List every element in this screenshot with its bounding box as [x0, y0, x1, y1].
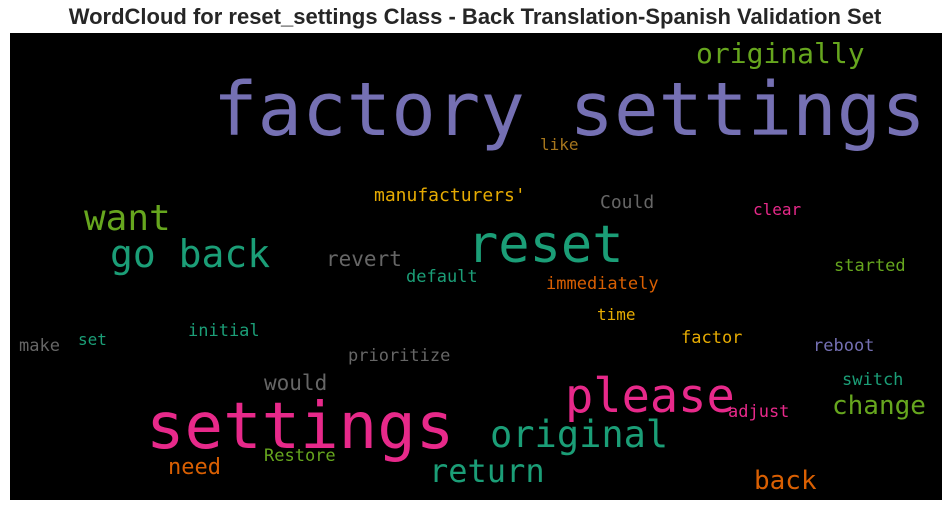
word-settings: settings	[146, 390, 455, 464]
word-factory-settings: factory settings	[213, 67, 926, 153]
word-manufacturers: manufacturers'	[374, 185, 526, 206]
word-set: set	[78, 330, 107, 349]
word-original: original	[490, 413, 669, 456]
word-make: make	[19, 336, 60, 356]
word-reboot: reboot	[813, 336, 875, 356]
word-please: please	[565, 369, 735, 424]
word-cloud: factory settings settings reset please go ba…	[10, 33, 942, 500]
word-change: change	[832, 391, 926, 421]
word-could: Could	[600, 192, 655, 213]
word-clear: clear	[753, 200, 802, 219]
word-need: need	[168, 455, 221, 480]
word-restore: Restore	[264, 446, 336, 466]
chart-title: WordCloud for reset_settings Class - Bac…	[68, 4, 882, 29]
word-immediately: immediately	[546, 274, 659, 294]
word-default: default	[406, 267, 478, 287]
word-switch: switch	[842, 370, 904, 390]
word-would: would	[264, 371, 328, 395]
word-want: want	[84, 198, 171, 239]
word-go-back: go back	[110, 232, 271, 276]
word-like: like	[540, 135, 579, 154]
word-originally: originally	[696, 37, 865, 70]
word-factor: factor	[681, 328, 743, 348]
word-time: time	[597, 305, 636, 324]
word-started: started	[834, 256, 906, 276]
word-prioritize: prioritize	[348, 346, 451, 366]
word-reset: reset	[467, 215, 624, 275]
word-initial: initial	[188, 321, 260, 341]
word-revert: revert	[326, 247, 402, 271]
word-return: return	[429, 452, 545, 490]
word-back: back	[754, 466, 817, 496]
word-adjust: adjust	[728, 402, 790, 422]
